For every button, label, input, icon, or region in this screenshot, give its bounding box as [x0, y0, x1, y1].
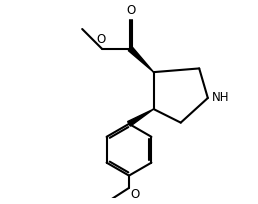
Text: O: O [96, 33, 106, 46]
Polygon shape [128, 109, 154, 126]
Text: O: O [130, 188, 139, 201]
Text: NH: NH [212, 92, 229, 104]
Text: O: O [127, 4, 136, 18]
Polygon shape [128, 47, 154, 72]
